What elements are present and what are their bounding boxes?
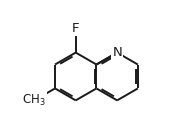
Text: N: N [112,46,122,59]
Text: CH$_3$: CH$_3$ [22,93,46,108]
Text: F: F [72,22,80,35]
